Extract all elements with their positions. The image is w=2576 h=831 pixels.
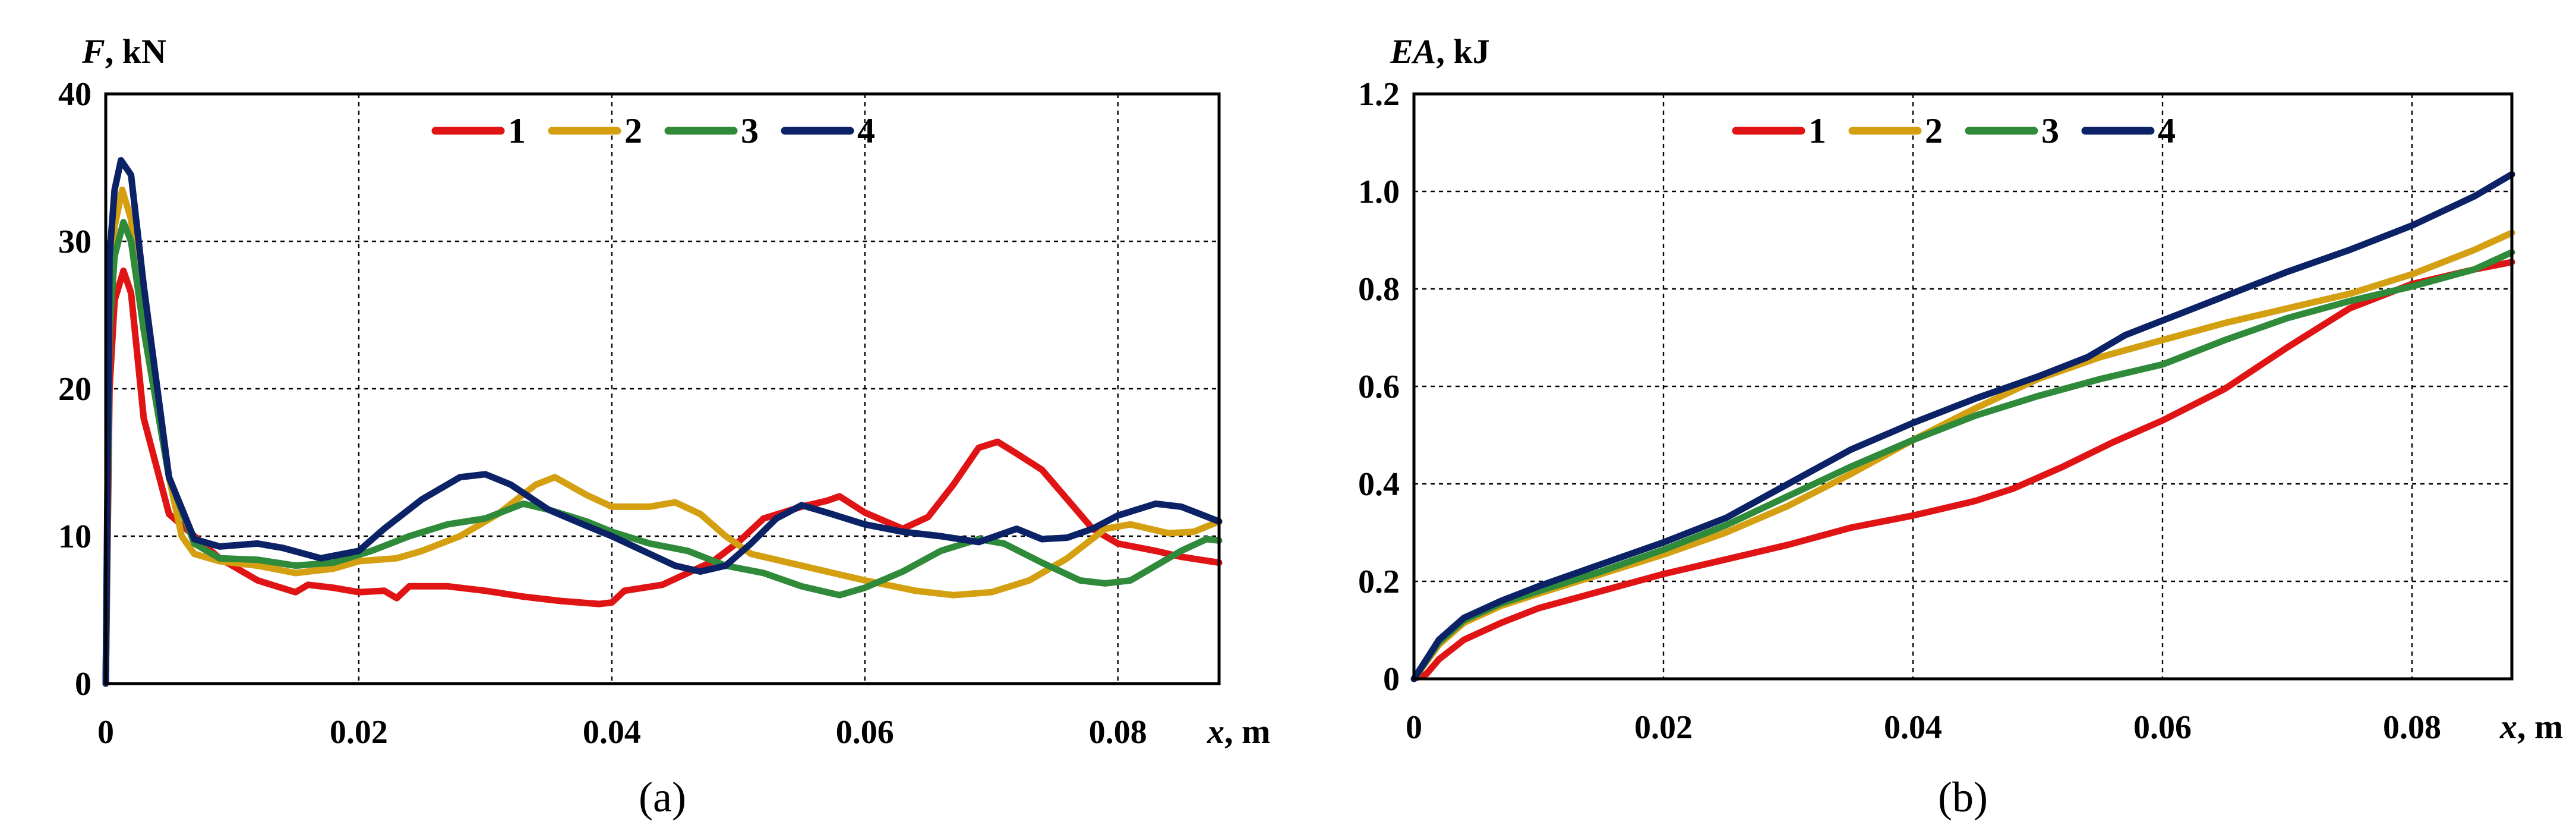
y-tick-label-1: 10 — [58, 518, 91, 555]
chart-panel-a: 0 10 20 30 40 0 0.02 0.04 0.06 0.08 F, kN x, m 1 2… — [58, 32, 1270, 821]
legend-label-1: 1 — [1808, 111, 1826, 150]
y-tick-label-4: 40 — [58, 76, 91, 113]
y-tick-label-2: 20 — [58, 371, 91, 408]
chart-panel-b: 0 0.2 0.4 0.6 0.8 1.0 1.2 0 0.02 0.04 0.06 0.08 EA,… — [1358, 32, 2563, 821]
x-tick-label-4: 0.08 — [1089, 714, 1147, 751]
x-tick-label-1: 0.02 — [330, 714, 388, 751]
x-tick-label-3: 0.06 — [2133, 709, 2192, 746]
legend-label-4: 4 — [2158, 111, 2176, 150]
series-layer-b — [1410, 171, 2515, 682]
y-tick-label-6: 1.2 — [1358, 76, 1400, 113]
plot-frame-a — [104, 92, 1221, 685]
legend-label-1: 1 — [508, 111, 526, 150]
y-tick-label-3: 0.6 — [1358, 369, 1400, 405]
tick-labels-a: 0 10 20 30 40 0 0.02 0.04 0.06 0.08 — [58, 76, 1147, 751]
series-line-2 — [102, 186, 1223, 687]
series-layer-a — [102, 157, 1223, 687]
x-tick-label-1: 0.02 — [1634, 709, 1693, 746]
y-tick-label-0: 0 — [75, 666, 91, 703]
y-tick-label-2: 0.4 — [1358, 466, 1400, 503]
x-tick-label-2: 0.04 — [1884, 709, 1942, 746]
legend-b: 1 2 3 4 — [1732, 111, 2176, 150]
legend-label-3: 3 — [2041, 111, 2059, 150]
x-tick-label-0: 0 — [97, 714, 114, 751]
x-tick-label-0: 0 — [1406, 709, 1422, 746]
series-line-3 — [1410, 249, 2515, 682]
legend-a: 1 2 3 4 — [431, 111, 875, 150]
legend-label-3: 3 — [741, 111, 759, 150]
y-tick-label-5: 1.0 — [1358, 174, 1400, 210]
x-axis-title-b: x, m — [2499, 707, 2563, 746]
series-line-1 — [102, 267, 1223, 687]
x-axis-title-a: x, m — [1207, 712, 1270, 751]
tick-labels-b: 0 0.2 0.4 0.6 0.8 1.0 1.2 0 0.02 0.04 0.06 0.08 — [1358, 76, 2441, 746]
legend-label-4: 4 — [857, 111, 875, 150]
panel-label-a: (a) — [639, 773, 686, 821]
x-tick-label-2: 0.04 — [583, 714, 641, 751]
y-tick-label-4: 0.8 — [1358, 271, 1400, 308]
legend-label-2: 2 — [1925, 111, 1943, 150]
x-tick-label-4: 0.08 — [2383, 709, 2441, 746]
y-axis-title-b: EA, kJ — [1390, 32, 1490, 71]
x-tick-label-3: 0.06 — [836, 714, 894, 751]
plot-frame-b — [1412, 92, 2514, 681]
series-line-4 — [102, 157, 1223, 687]
y-tick-label-0: 0 — [1383, 661, 1400, 698]
grid-a — [106, 94, 1219, 684]
grid-b — [1414, 94, 2512, 679]
series-line-1 — [1410, 259, 2515, 682]
series-line-4 — [1410, 171, 2515, 682]
series-line-3 — [102, 219, 1223, 687]
y-axis-title-a: F, kN — [81, 32, 166, 71]
y-tick-label-3: 30 — [58, 224, 91, 260]
panel-label-b: (b) — [1938, 773, 1988, 821]
y-tick-label-1: 0.2 — [1358, 564, 1400, 600]
legend-label-2: 2 — [624, 111, 642, 150]
